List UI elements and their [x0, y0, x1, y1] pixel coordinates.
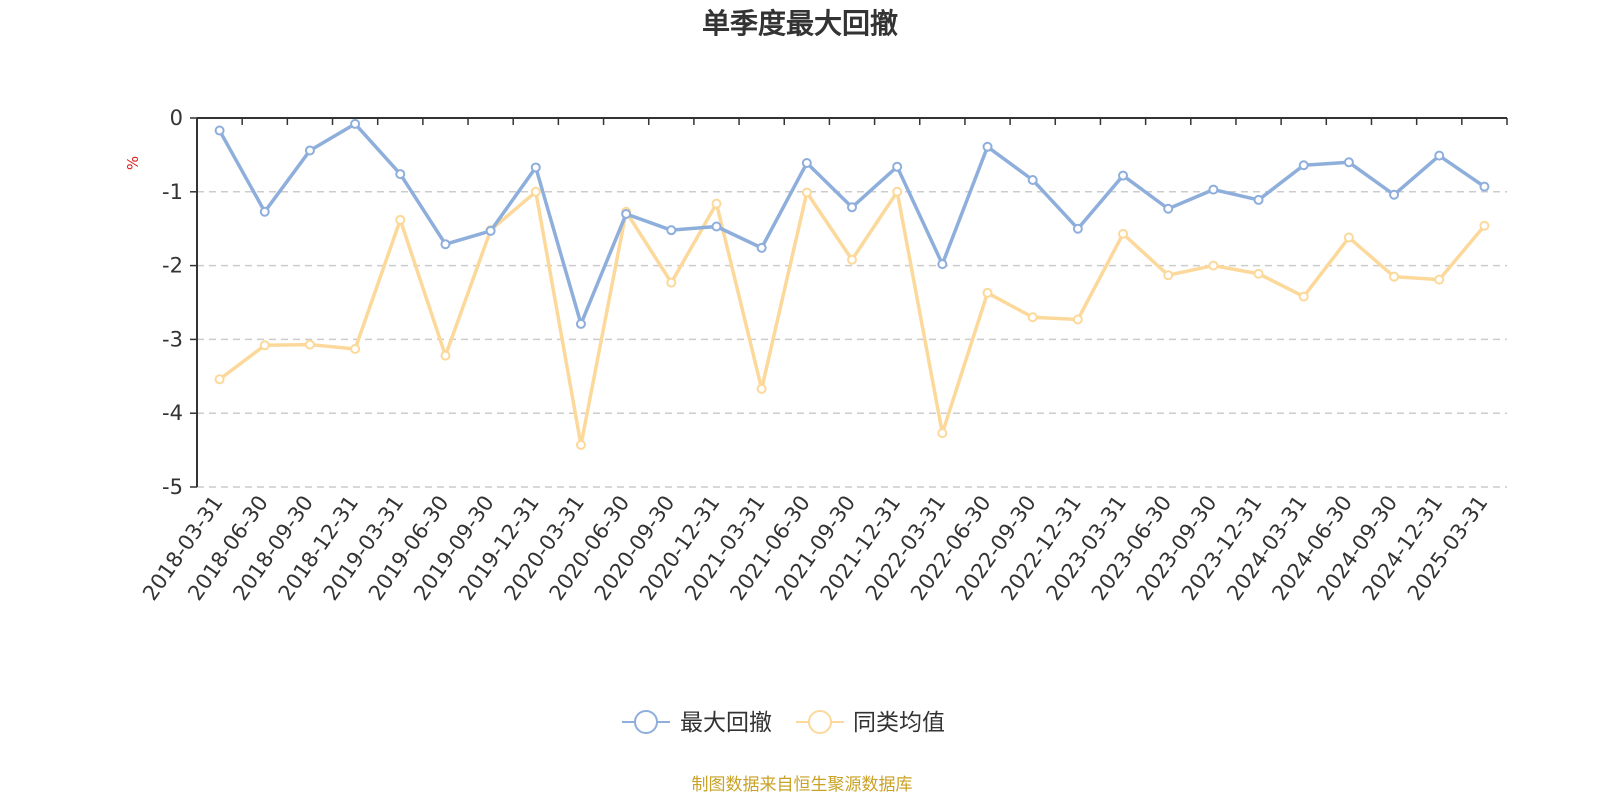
data-point[interactable] [440, 350, 451, 361]
data-point[interactable] [801, 158, 812, 169]
data-point[interactable] [1027, 312, 1038, 323]
data-point[interactable] [1479, 181, 1490, 192]
data-point[interactable] [1298, 291, 1309, 302]
data-point[interactable] [756, 242, 767, 253]
legend-label: 同类均值 [853, 710, 945, 736]
y-tick-label: -5 [162, 475, 183, 499]
data-point[interactable] [1118, 228, 1129, 239]
data-point[interactable] [259, 206, 270, 217]
chart-title: 单季度最大回撤 [702, 7, 898, 40]
data-point[interactable] [1208, 260, 1219, 271]
y-tick-label: -3 [162, 327, 183, 351]
data-point[interactable] [1253, 194, 1264, 205]
legend-marker [808, 710, 832, 734]
y-tick-label: -2 [162, 254, 183, 278]
data-point[interactable] [485, 225, 496, 236]
data-point[interactable] [982, 141, 993, 152]
data-point[interactable] [1389, 189, 1400, 200]
data-point[interactable] [1027, 174, 1038, 185]
y-tick-label: -4 [162, 401, 183, 425]
data-point[interactable] [440, 239, 451, 250]
data-point[interactable] [756, 383, 767, 394]
data-point[interactable] [937, 259, 948, 270]
data-point[interactable] [801, 187, 812, 198]
data-point[interactable] [711, 221, 722, 232]
data-point[interactable] [937, 428, 948, 439]
data-point[interactable] [666, 277, 677, 288]
data-point[interactable] [214, 374, 225, 385]
data-point[interactable] [1434, 150, 1445, 161]
data-point[interactable] [304, 339, 315, 350]
data-point[interactable] [530, 162, 541, 173]
data-point[interactable] [530, 186, 541, 197]
data-point[interactable] [1479, 220, 1490, 231]
data-point[interactable] [1343, 157, 1354, 168]
data-point[interactable] [1163, 270, 1174, 281]
data-point[interactable] [892, 161, 903, 172]
data-point[interactable] [666, 225, 677, 236]
series-1 [214, 186, 1490, 450]
legend-item[interactable]: 同类均值 [796, 710, 945, 736]
legend-marker [634, 710, 658, 734]
y-tick-label: 0 [170, 106, 183, 130]
y-tick-label: -1 [162, 180, 183, 204]
data-point[interactable] [1389, 271, 1400, 282]
data-point[interactable] [982, 287, 993, 298]
data-point[interactable] [1343, 232, 1354, 243]
data-point[interactable] [847, 202, 857, 213]
data-point[interactable] [304, 145, 315, 156]
data-point[interactable] [575, 439, 586, 450]
legend-item[interactable]: 最大回撤 [622, 710, 772, 736]
data-point[interactable] [1118, 170, 1129, 181]
data-point[interactable] [395, 214, 406, 225]
series-line [218, 190, 1486, 447]
data-point[interactable] [1163, 203, 1174, 214]
legend-label: 最大回撤 [680, 710, 772, 736]
data-point[interactable] [1253, 268, 1264, 279]
legend[interactable]: 最大回撤 同类均值 [622, 710, 945, 736]
y-axis-unit: % [124, 156, 142, 170]
data-point[interactable] [350, 118, 361, 129]
data-point[interactable] [621, 208, 632, 219]
data-point[interactable] [711, 198, 722, 209]
data-point[interactable] [575, 318, 586, 329]
data-point[interactable] [847, 254, 857, 265]
data-point[interactable] [1434, 274, 1445, 285]
series-layer [214, 118, 1490, 450]
data-point[interactable] [259, 340, 270, 351]
data-point[interactable] [892, 186, 903, 197]
data-point[interactable] [1072, 223, 1083, 234]
data-point[interactable] [1072, 314, 1083, 325]
series-0 [214, 118, 1490, 329]
data-point[interactable] [1208, 184, 1219, 195]
data-point[interactable] [214, 125, 225, 136]
data-point[interactable] [395, 169, 406, 180]
data-point[interactable] [1298, 160, 1309, 171]
data-point[interactable] [350, 343, 361, 354]
data-source-note: 制图数据来自恒生聚源数据库 [692, 775, 913, 795]
